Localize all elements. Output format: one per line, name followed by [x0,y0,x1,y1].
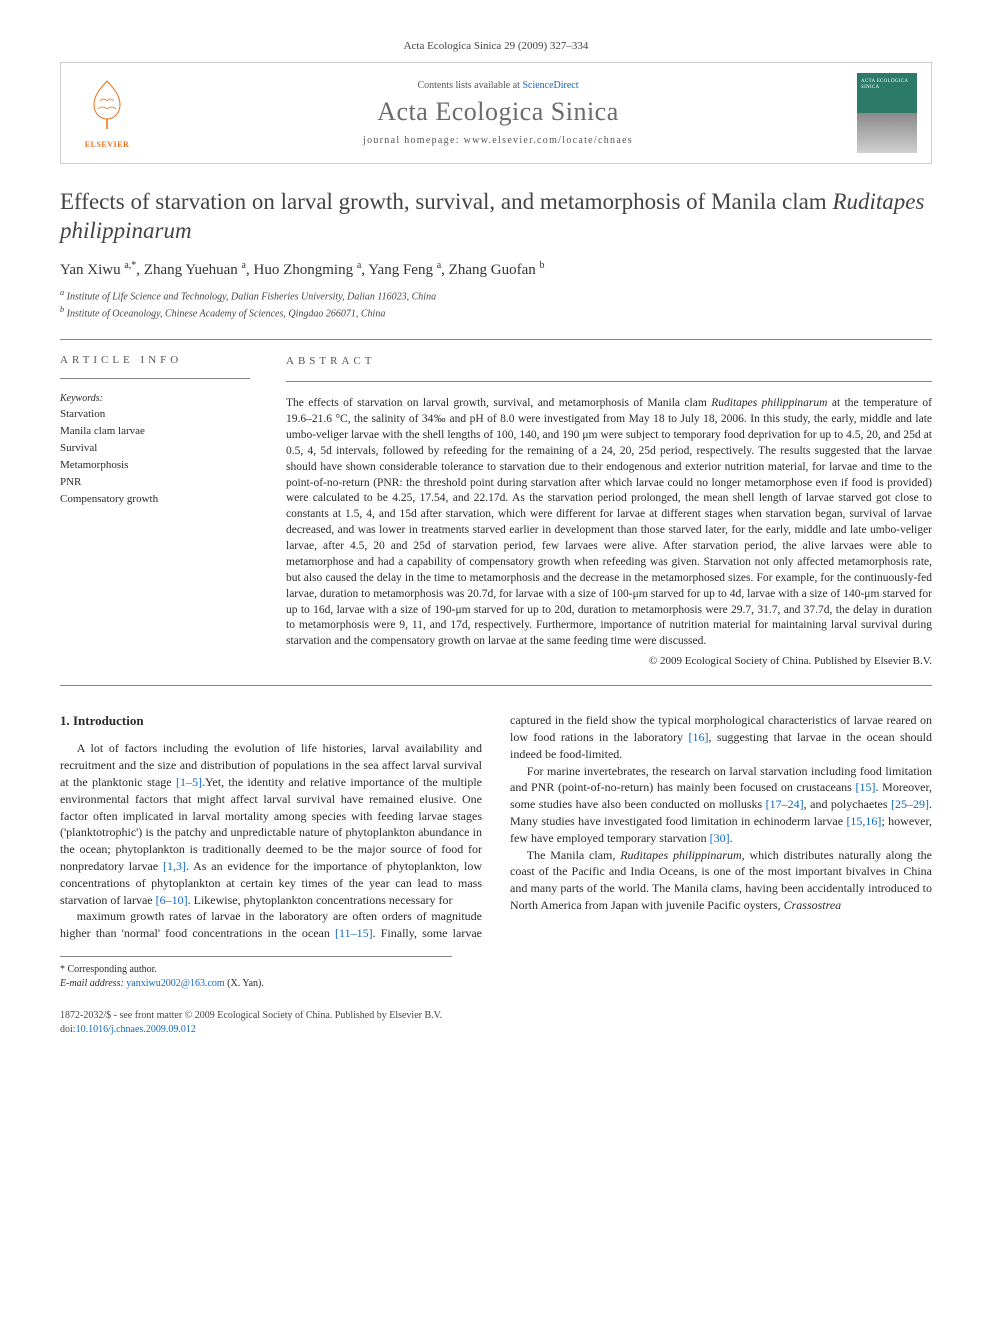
abstract-head: ABSTRACT [286,354,932,369]
divider-rule [286,381,932,382]
keyword-item: Manila clam larvae [60,423,250,440]
title-main: Effects of starvation on larval growth, … [60,189,832,214]
meta-abstract-row: ARTICLE INFO Keywords: StarvationManila … [60,354,932,669]
journal-name: Acta Ecologica Sinica [157,97,839,127]
journal-cover-thumb: ACTA ECOLOGICA SINICA [857,73,917,153]
citation-link[interactable]: [1–5] [176,775,202,789]
homepage-prefix: journal homepage: [363,135,464,146]
corr-label: * Corresponding author. [60,963,452,977]
footer-doi-link[interactable]: 10.1016/j.chnaes.2009.09.012 [76,1024,196,1035]
keywords-head: Keywords: [60,393,250,404]
journal-masthead: ELSEVIER Contents lists available at Sci… [60,62,932,164]
section-heading-introduction: 1. Introduction [60,712,482,730]
keyword-item: Survival [60,440,250,457]
publisher-name: ELSEVIER [85,140,129,149]
affiliation-a: a Institute of Life Science and Technolo… [60,287,932,304]
corresponding-author-note: * Corresponding author. E-mail address: … [60,956,452,991]
footer-copyright: 1872-2032/$ - see front matter © 2009 Ec… [60,1009,932,1023]
copyright-line: © 2009 Ecological Society of China. Publ… [286,654,932,669]
affiliations: a Institute of Life Science and Technolo… [60,287,932,322]
footer-doi-label: doi: [60,1024,76,1035]
abstract-column: ABSTRACT The effects of starvation on la… [286,354,932,669]
elsevier-logo: ELSEVIER [75,77,139,149]
keywords-list: StarvationManila clam larvaeSurvivalMeta… [60,406,250,508]
citation-link[interactable]: [15] [856,780,876,794]
running-head: Acta Ecologica Sinica 29 (2009) 327–334 [60,40,932,52]
keyword-item: Compensatory growth [60,491,250,508]
masthead-center: Contents lists available at ScienceDirec… [157,80,839,146]
keyword-item: PNR [60,474,250,491]
page-footer: 1872-2032/$ - see front matter © 2009 Ec… [60,1009,932,1037]
author-list: Yan Xiwu a,*, Zhang Yuehuan a, Huo Zhong… [60,260,932,279]
abstract-text: The effects of starvation on larval grow… [286,396,932,650]
email-label: E-mail address: [60,978,126,989]
divider-rule-full [60,685,932,686]
contents-available-line: Contents lists available at ScienceDirec… [157,80,839,91]
divider-rule [60,378,250,379]
citation-link[interactable]: [17–24] [766,797,804,811]
elsevier-tree-icon [86,79,128,129]
article-info-head: ARTICLE INFO [60,354,250,366]
article-info-column: ARTICLE INFO Keywords: StarvationManila … [60,354,250,669]
email-suffix: (X. Yan). [225,978,264,989]
keyword-item: Starvation [60,406,250,423]
citation-link[interactable]: [15,16] [846,814,881,828]
affiliation-b: b Institute of Oceanology, Chinese Acade… [60,304,932,321]
citation-link[interactable]: [6–10] [156,893,188,907]
citation-link[interactable]: [25–29] [891,797,929,811]
citation-link[interactable]: [1,3] [163,859,186,873]
corr-email-link[interactable]: yanxiwu2002@163.com [126,978,224,989]
citation-link[interactable]: [30] [710,831,730,845]
homepage-url: www.elsevier.com/locate/chnaes [464,135,633,146]
article-title: Effects of starvation on larval growth, … [60,188,932,246]
divider-rule [60,339,932,340]
cover-title: ACTA ECOLOGICA SINICA [861,79,917,90]
contents-prefix: Contents lists available at [417,80,522,91]
keyword-item: Metamorphosis [60,457,250,474]
intro-paragraph: For marine invertebrates, the research o… [510,763,932,847]
citation-link[interactable]: [11–15] [335,926,373,940]
intro-paragraph: A lot of factors including the evolution… [60,740,482,908]
body-two-column: 1. Introduction A lot of factors includi… [60,712,932,942]
sciencedirect-link[interactable]: ScienceDirect [522,80,578,91]
intro-paragraph: The Manila clam, Ruditapes philippinarum… [510,847,932,914]
journal-homepage-line: journal homepage: www.elsevier.com/locat… [157,135,839,146]
citation-link[interactable]: [16] [688,730,708,744]
